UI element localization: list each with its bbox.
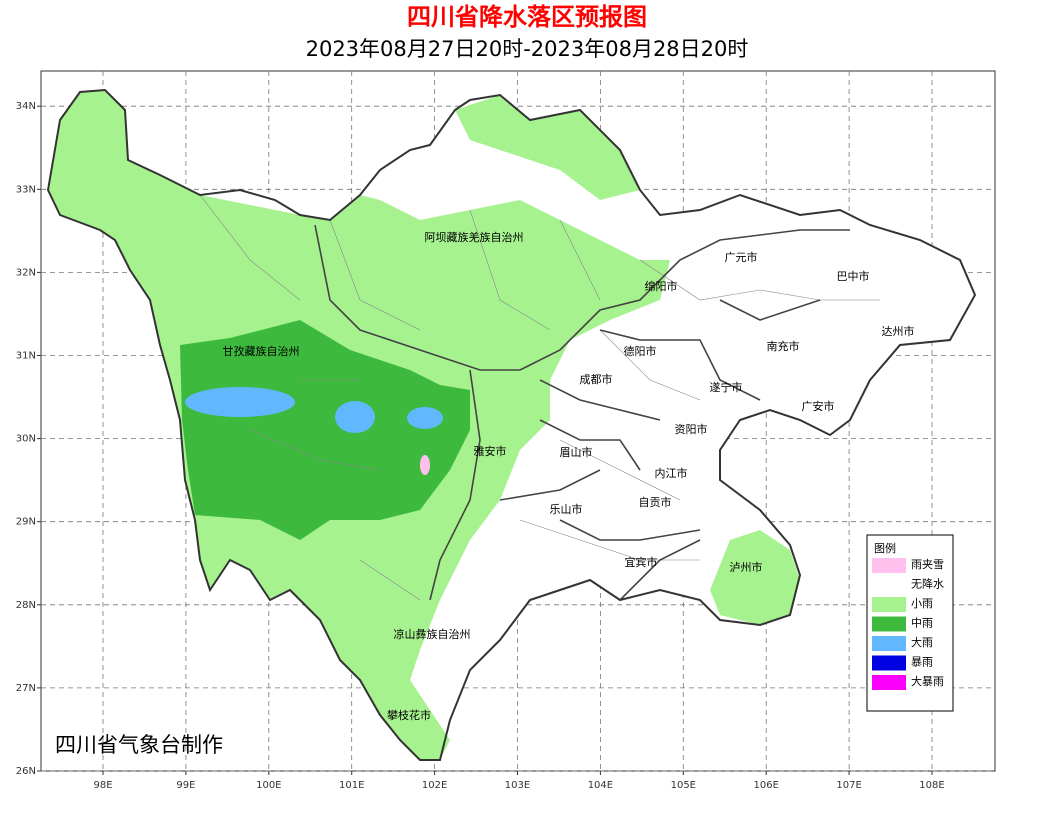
heavy-rain-area [407,407,443,429]
city-label: 资阳市 [675,422,708,436]
city-label: 雅安市 [474,444,507,458]
legend-label: 中雨 [911,617,933,630]
lon-tick-label: 107E [836,780,861,791]
city-label: 阿坝藏族羌族自治州 [425,230,524,244]
city-label: 乐山市 [550,502,583,516]
subtitle: 2023年08月27日20时-2023年08月28日20时 [306,37,749,61]
credit: 四川省气象台制作 [55,733,223,757]
city-label: 凉山彝族自治州 [394,627,471,641]
legend-swatch [872,558,906,573]
legend-swatch [872,597,906,612]
city-label: 德阳市 [624,344,657,358]
lon-tick-label: 98E [93,780,112,791]
province-border [46,88,977,761]
city-label: 自贡市 [639,495,672,509]
city-label: 泸州市 [730,560,763,574]
lon-tick-label: 108E [919,780,944,791]
lat-tick-label: 31N [16,351,36,362]
legend-label: 大暴雨 [911,674,944,688]
heavy-rain-area [185,387,295,417]
lon-tick-label: 105E [671,780,696,791]
lat-tick-label: 26N [16,766,36,777]
lon-tick-label: 101E [339,780,364,791]
city-label: 甘孜藏族自治州 [223,344,300,358]
light-rain-area [455,95,640,200]
city-label: 广元市 [725,250,758,264]
lat-tick-label: 27N [16,683,36,694]
lat-tick-label: 30N [16,434,36,445]
lat-tick-label: 32N [16,267,36,278]
lon-tick-label: 99E [176,780,195,791]
legend-label: 大雨 [911,635,933,649]
province [46,88,977,761]
lon-tick-label: 102E [422,780,447,791]
legend-swatch [872,636,906,651]
heavy-rain-area [335,401,375,433]
lon-tick-label: 103E [505,780,530,791]
legend-label: 无降水 [911,577,944,591]
city-label: 达州市 [882,324,915,338]
moderate-rain-area [180,320,470,540]
legend-swatch [872,675,906,690]
city-label: 内江市 [655,466,688,480]
city-label: 攀枝花市 [387,708,431,722]
legend-swatch [872,577,906,593]
city-label: 宜宾市 [625,555,658,569]
light-rain-area [710,530,800,625]
city-label: 遂宁市 [710,380,743,394]
lon-tick-label: 104E [588,780,613,791]
legend-label: 暴雨 [911,656,933,669]
city-label: 绵阳市 [645,279,678,293]
lat-tick-label: 28N [16,600,36,611]
county-borders [199,194,880,601]
lat-tick-label: 34N [16,101,36,112]
city-label: 成都市 [580,372,613,386]
lat-tick-label: 29N [16,517,36,528]
city-labels: 阿坝藏族羌族自治州 广元市 巴中市 绵阳市 甘孜藏族自治州 德阳市 南充市 达州… [223,230,915,722]
lon-tick-label: 106E [753,780,778,791]
legend-title: 图例 [874,541,896,555]
city-label: 南充市 [767,339,800,353]
title: 四川省降水落区预报图 [407,3,647,31]
prefecture-borders [314,224,850,601]
lat-tick-label: 33N [16,184,36,195]
legend-label: 小雨 [911,597,933,610]
city-label: 巴中市 [837,269,870,283]
sleet-area [420,455,430,475]
legend-swatch [872,655,906,671]
city-label: 广安市 [802,399,835,413]
lon-tick-label: 100E [256,780,281,791]
legend-label: 雨夹雪 [911,558,944,571]
legend-swatch [872,616,906,632]
city-label: 眉山市 [560,445,593,459]
